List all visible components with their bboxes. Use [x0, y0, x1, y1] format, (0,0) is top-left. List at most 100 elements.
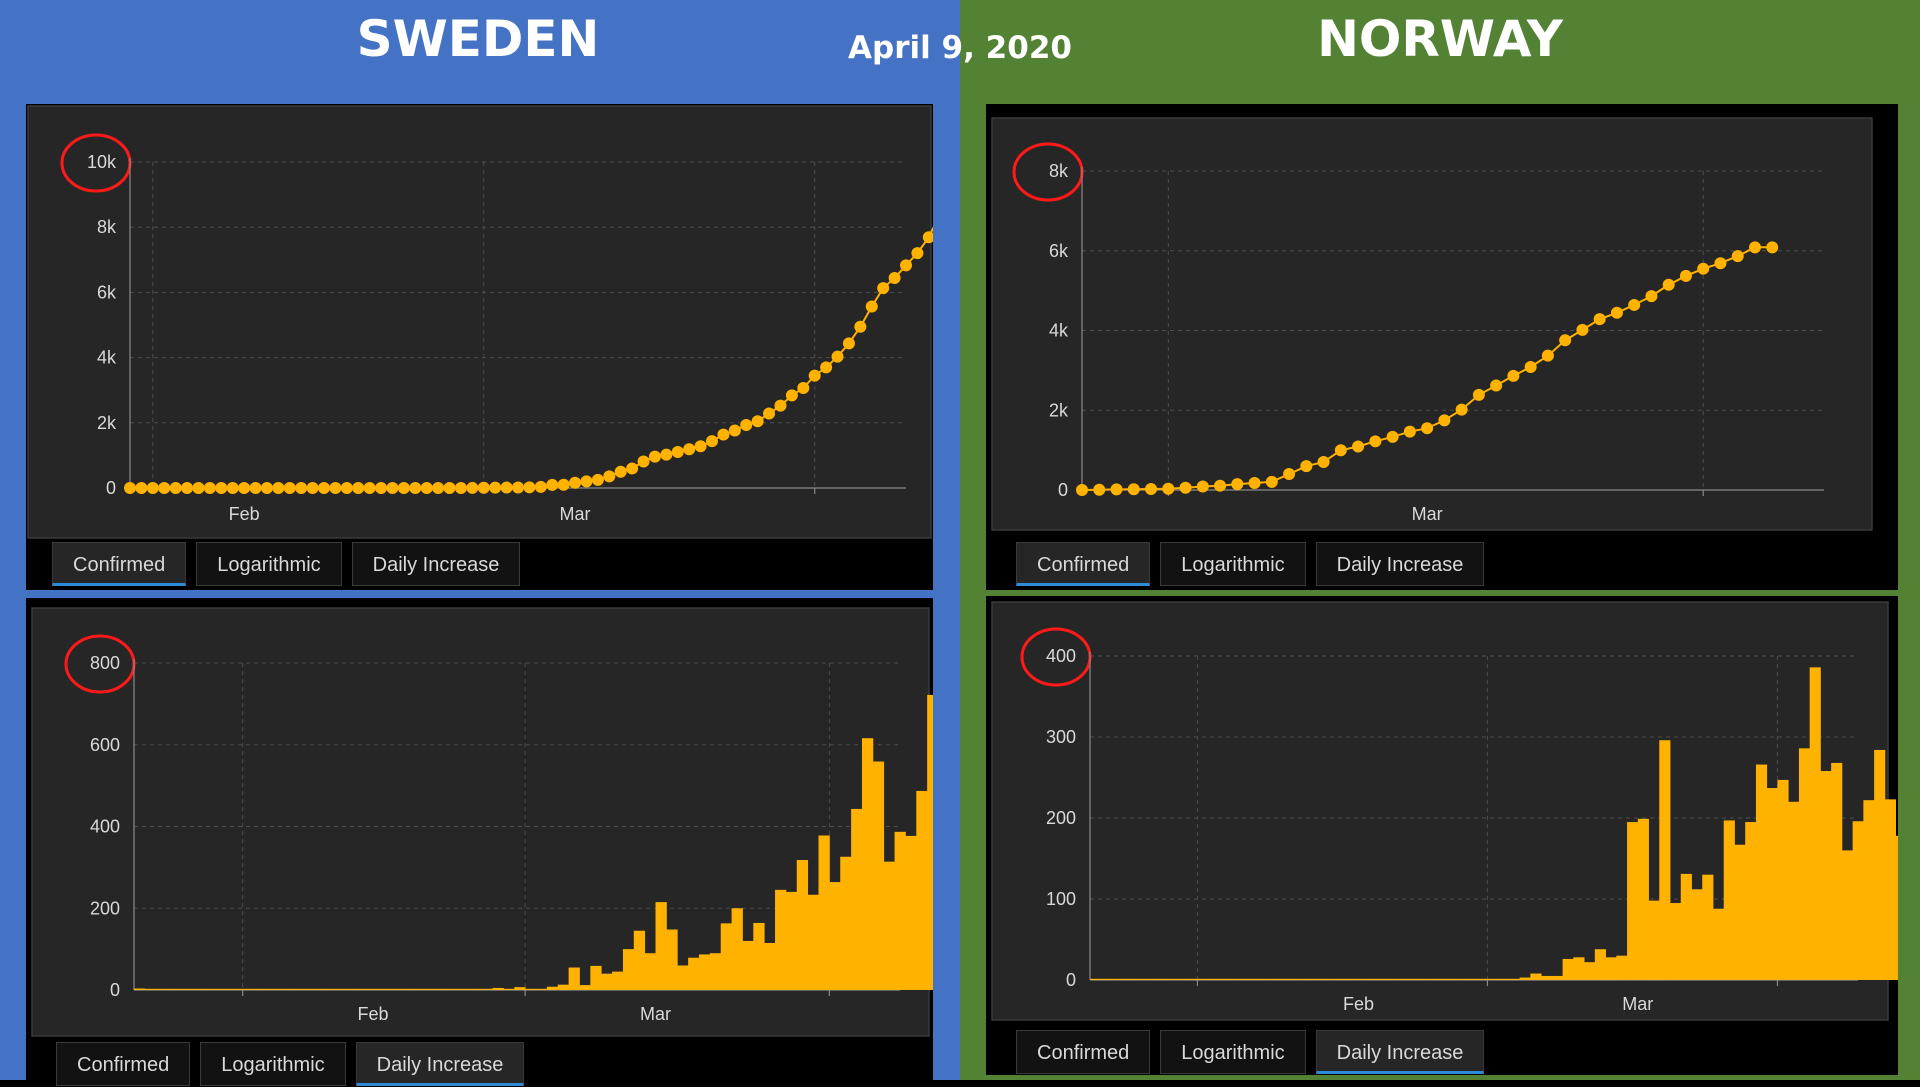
- bar: [1788, 801, 1800, 980]
- data-point: [1438, 414, 1451, 427]
- tab-daily-increase[interactable]: Daily Increase: [355, 1042, 525, 1086]
- bar: [383, 988, 396, 990]
- data-point: [1628, 298, 1641, 311]
- bar: [1251, 978, 1263, 980]
- data-point: [1214, 479, 1227, 492]
- y-tick-label: 2k: [97, 413, 117, 433]
- data-point: [238, 481, 251, 494]
- data-point: [1248, 476, 1261, 489]
- norway-heading: NORWAY: [1317, 10, 1563, 68]
- data-point: [454, 481, 467, 494]
- tab-logarithmic[interactable]: Logarithmic: [200, 1042, 346, 1086]
- bar: [601, 973, 613, 990]
- data-point: [1455, 403, 1468, 416]
- tab-confirmed[interactable]: Confirmed: [52, 542, 187, 586]
- data-point: [420, 481, 433, 494]
- bar: [840, 856, 852, 990]
- bar: [861, 738, 874, 990]
- tab-daily-increase[interactable]: Daily Increase: [351, 542, 521, 586]
- sweden-daily-chart: 0 200 400 600 800 Feb Mar: [31, 607, 933, 1037]
- bar: [177, 988, 189, 990]
- plot-background: [27, 105, 932, 539]
- tab-logarithmic[interactable]: Logarithmic: [1160, 542, 1306, 586]
- bar: [307, 988, 320, 990]
- y-tick-label: 0: [106, 478, 116, 498]
- data-point: [443, 481, 456, 494]
- bar: [1401, 978, 1413, 980]
- data-point: [694, 440, 707, 453]
- bar: [1616, 955, 1628, 980]
- data-point: [1196, 480, 1209, 493]
- bar: [590, 965, 602, 990]
- sweden-confirmed-panel: 0 2k 4k 6k 8k 10k Feb Mar Confirmed Logarithmic…: [26, 104, 933, 590]
- bar: [1369, 978, 1381, 980]
- tab-confirmed[interactable]: Confirmed: [56, 1042, 191, 1086]
- bar: [242, 988, 254, 990]
- data-point: [1541, 349, 1554, 362]
- bar: [1680, 873, 1692, 980]
- data-point: [671, 446, 684, 459]
- bar: [633, 930, 646, 990]
- tab-confirmed[interactable]: Confirmed: [1016, 1030, 1151, 1074]
- data-point: [1317, 456, 1330, 469]
- tab-logarithmic[interactable]: Logarithmic: [196, 542, 342, 586]
- bar: [1852, 821, 1864, 980]
- tab-logarithmic[interactable]: Logarithmic: [1160, 1030, 1306, 1074]
- data-point: [534, 480, 547, 493]
- x-tick-label: Mar: [1622, 994, 1653, 1014]
- tab-daily-increase[interactable]: Daily Increase: [1315, 1030, 1485, 1074]
- bar: [1304, 978, 1316, 980]
- y-tick-label: 600: [90, 735, 120, 755]
- tab-confirmed[interactable]: Confirmed: [1016, 542, 1151, 586]
- data-point: [763, 407, 776, 420]
- bar: [655, 902, 667, 990]
- bar: [677, 965, 689, 990]
- data-point: [603, 470, 616, 483]
- data-point: [1369, 435, 1382, 448]
- sweden-confirmed-chart: 0 2k 4k 6k 8k 10k Feb Mar: [27, 105, 933, 539]
- bar: [1670, 903, 1682, 980]
- data-point: [1679, 269, 1692, 282]
- bar: [210, 988, 222, 990]
- data-point: [295, 481, 308, 494]
- bar: [1294, 978, 1306, 980]
- bar: [525, 988, 537, 990]
- bar: [514, 987, 526, 990]
- plot-background: [991, 117, 1873, 531]
- bar: [1283, 978, 1295, 980]
- bar: [394, 988, 407, 990]
- y-tick-label: 6k: [97, 282, 117, 302]
- bar: [1165, 978, 1177, 980]
- y-tick-label: 0: [1066, 970, 1076, 990]
- bar: [579, 985, 591, 990]
- bar: [449, 988, 461, 990]
- data-point: [318, 481, 330, 494]
- bar: [362, 988, 374, 990]
- bar: [622, 949, 635, 990]
- data-point: [1524, 361, 1537, 374]
- bar: [405, 988, 417, 990]
- bar: [1734, 844, 1746, 980]
- x-tick-label: Feb: [229, 504, 260, 524]
- data-point: [397, 481, 410, 494]
- data-point: [375, 481, 388, 494]
- data-point: [146, 481, 159, 494]
- bar: [1208, 978, 1220, 980]
- bar: [1240, 978, 1252, 980]
- bar: [296, 988, 309, 990]
- data-point: [877, 282, 890, 295]
- bar: [1111, 978, 1123, 980]
- data-point: [888, 271, 901, 284]
- bar: [688, 957, 700, 990]
- bar: [1154, 978, 1166, 980]
- bar: [1444, 978, 1456, 980]
- sweden-daily-panel: 0 200 400 600 800 Feb Mar Confirmed Logarithmi…: [26, 598, 933, 1086]
- data-point: [1697, 262, 1710, 275]
- data-point: [1576, 323, 1589, 336]
- data-point: [340, 481, 353, 494]
- bar: [1798, 748, 1811, 980]
- tab-daily-increase[interactable]: Daily Increase: [1315, 542, 1485, 586]
- data-point: [1265, 475, 1278, 488]
- x-tick-label: Mar: [640, 1004, 671, 1024]
- bar: [1380, 978, 1392, 980]
